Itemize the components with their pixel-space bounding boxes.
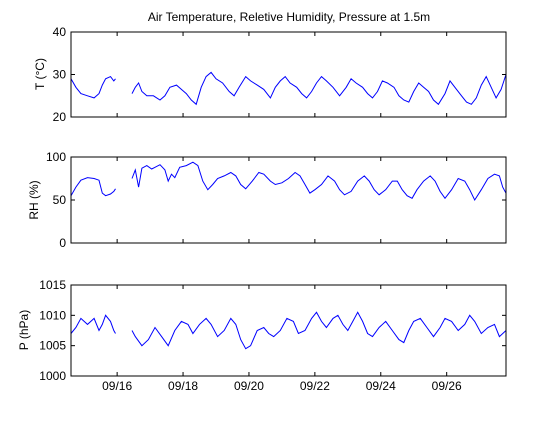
pressure-panel: P (hPa) 1000 1005 1010 1015 09/16 09/18 09/20 0… <box>17 278 507 393</box>
pressure-axes-box <box>70 284 507 377</box>
temperature-panel: T (°C) 20 30 40 <box>33 25 507 124</box>
pressure-ylabel: P (hPa) <box>17 310 31 350</box>
humidity-axes-box <box>70 156 507 244</box>
temperature-ytick-label: 20 <box>53 110 67 124</box>
temperature-axes-box <box>70 31 507 118</box>
humidity-ylabel: RH (%) <box>27 180 41 219</box>
chart-title: Air Temperature, Reletive Humidity, Pres… <box>148 10 430 24</box>
temperature-series-segment-0 <box>70 75 116 99</box>
xtick-label: 09/16 <box>102 379 132 393</box>
temperature-ytick-label: 40 <box>53 25 67 39</box>
xtick-label: 09/26 <box>432 379 462 393</box>
xtick-label: 09/22 <box>300 379 330 393</box>
pressure-ytick-label: 1000 <box>39 369 66 383</box>
temperature-ytick-label: 30 <box>53 68 67 82</box>
pressure-ytick-label: 1005 <box>39 339 66 353</box>
xtick-label: 09/18 <box>168 379 198 393</box>
humidity-ytick-label: 0 <box>59 236 66 250</box>
pressure-series-segment-0 <box>70 314 116 334</box>
xtick-label: 09/24 <box>366 379 396 393</box>
humidity-series-segment-1 <box>131 161 507 202</box>
humidity-series-segment-0 <box>70 177 116 197</box>
humidity-ytick-label: 100 <box>46 150 66 164</box>
temperature-ylabel: T (°C) <box>33 58 47 90</box>
humidity-panel: RH (%) 0 50 100 <box>27 150 507 250</box>
xtick-label: 09/20 <box>234 379 264 393</box>
temperature-series-segment-1 <box>131 71 507 106</box>
pressure-series-segment-1 <box>131 311 507 350</box>
pressure-ytick-label: 1010 <box>39 308 66 322</box>
humidity-ytick-label: 50 <box>53 193 67 207</box>
pressure-ytick-label: 1015 <box>39 278 66 292</box>
